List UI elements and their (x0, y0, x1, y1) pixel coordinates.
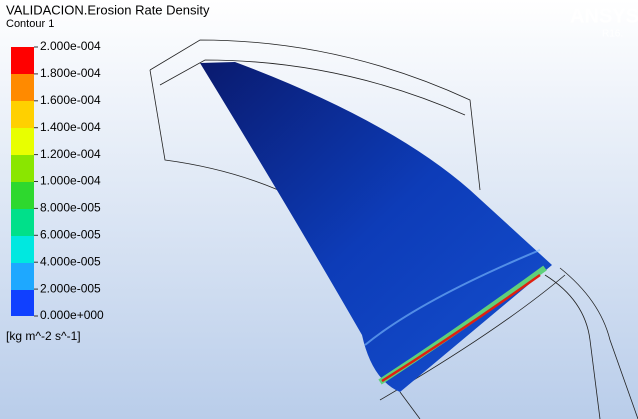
color-bar-segment (11, 155, 34, 182)
legend-label: 2.000e-005 (40, 281, 101, 295)
legend-label: 1.000e-004 (40, 174, 101, 188)
legend-label: 2.000e-004 (40, 39, 101, 53)
color-bar-segment (11, 74, 34, 101)
color-bar-segment (11, 182, 34, 209)
logo-brand: ANSYS (570, 5, 638, 27)
subtitle: Contour 1 (6, 18, 54, 30)
legend-label: 6.000e-005 (40, 227, 101, 241)
legend-label: 1.600e-004 (40, 93, 101, 107)
legend-label: 8.000e-005 (40, 201, 101, 215)
legend-label: 0.000e+000 (40, 308, 104, 322)
legend-label: 1.200e-004 (40, 147, 101, 161)
color-bar (11, 47, 34, 316)
legend-label: 1.400e-004 (40, 120, 101, 134)
color-bar-segment (11, 47, 34, 74)
color-bar-segment (11, 128, 34, 155)
viewport: VALIDACION.Erosion Rate Density Contour … (0, 0, 638, 419)
units: [kg m^-2 s^-1] (6, 329, 81, 343)
title: VALIDACION.Erosion Rate Density (6, 2, 210, 17)
color-bar-segment (11, 209, 34, 236)
color-bar-segment (11, 101, 34, 128)
color-bar-segment (11, 290, 34, 316)
legend-label: 1.800e-004 (40, 66, 101, 80)
legend-label: 4.000e-005 (40, 254, 101, 268)
scene: VALIDACION.Erosion Rate Density Contour … (0, 0, 638, 419)
logo-version: R16. (602, 29, 623, 40)
color-bar-segment (11, 236, 34, 263)
color-bar-segment (11, 263, 34, 290)
